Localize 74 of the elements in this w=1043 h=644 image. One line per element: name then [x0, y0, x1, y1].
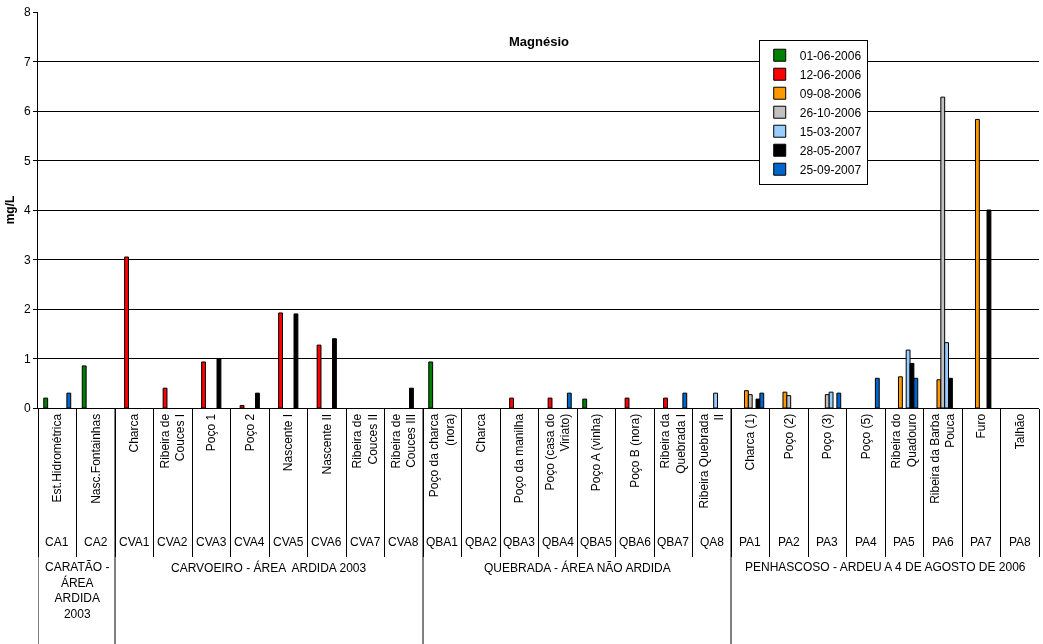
text: QBA6: [619, 535, 652, 549]
text: Magnésio: [509, 34, 570, 49]
x-tick-label: Ribeira de Couces III: [388, 413, 419, 469]
x-tick-label: Charca: [127, 413, 142, 453]
legend-label: 26-10-2006: [799, 105, 862, 120]
text: QBA3: [503, 535, 536, 549]
text: PA2: [778, 535, 801, 549]
x-tick-label: Poço 2: [242, 413, 257, 452]
x-tick-label: Ribeira da Quebrada I: [658, 413, 688, 474]
x-tick-label: Talhão: [1012, 413, 1027, 450]
text: QUEBRADA - ÁREA NÃO ARDIDA: [484, 560, 671, 575]
text: PA6: [932, 535, 955, 549]
y-tick-label: 7: [23, 54, 31, 69]
text: QBA7: [657, 535, 690, 549]
text: PENHASCOSO - ARDEU A 4 DE AGOSTO DE 2006: [745, 560, 1026, 574]
legend-label: 12-06-2006: [799, 67, 862, 82]
text: CA2: [84, 535, 108, 549]
x-tick-label: Poço da manilha: [512, 413, 527, 504]
y-tick-label: 4: [23, 203, 31, 218]
text: PA5: [893, 535, 916, 549]
text: PA4: [855, 535, 878, 549]
y-tick-label: 0: [23, 401, 31, 416]
text: QBA2: [465, 535, 498, 549]
x-tick-label: Ribeira de Couces I: [157, 413, 188, 469]
y-tick-label: 3: [23, 252, 31, 267]
x-tick-label: Poço (casa do Viriato): [542, 413, 573, 491]
x-tick-label: Poço (2): [781, 413, 796, 460]
text: CVA8: [388, 535, 419, 549]
text: CVA3: [196, 535, 227, 549]
y-tick-label: 2: [23, 302, 31, 317]
text: QBA4: [542, 535, 575, 549]
y-axis-title: mg/L: [3, 195, 18, 225]
x-tick-label: Poço A (vinha): [589, 413, 604, 492]
text: CVA4: [234, 535, 265, 549]
x-tick-label: Poço B (nora): [627, 413, 642, 488]
x-tick-label: Poço (5): [858, 413, 873, 460]
y-tick-label: 8: [23, 5, 31, 20]
y-tick-label: 1: [23, 351, 31, 366]
text: QBA1: [426, 535, 459, 549]
x-tick-label: Nasc.Fontainhas: [88, 413, 103, 504]
text: CARATÃO - ÁREA ARDIDA 2003: [45, 560, 110, 621]
x-tick-label: Furo: [974, 413, 989, 439]
legend-label: 09-08-2006: [799, 86, 862, 101]
legend-label: 01-06-2006: [799, 48, 862, 63]
y-tick-label: 6: [23, 104, 31, 119]
text: CVA7: [350, 535, 381, 549]
x-tick-label: Est.Hidrométrica: [50, 413, 65, 503]
text: CVA2: [157, 535, 188, 549]
text: CVA5: [273, 535, 304, 549]
text: PA7: [970, 535, 993, 549]
text: PA8: [1009, 535, 1032, 549]
x-tick-label: Nascente I: [281, 413, 296, 472]
y-tick-label: 5: [23, 153, 31, 168]
x-tick-label: Ribeira de Couces II: [350, 413, 380, 469]
text: CARVOEIRO - ÁREA ARDIDA 2003: [171, 560, 367, 575]
text: CVA1: [119, 535, 150, 549]
x-tick-label: Poço 1: [204, 413, 219, 452]
text: CA1: [45, 535, 69, 549]
legend-label: 28-05-2007: [799, 143, 862, 158]
x-tick-label: Ribeira Quebrada II: [696, 413, 727, 509]
x-tick-label: Poço da charca (nora): [427, 413, 457, 498]
text: PA1: [739, 535, 762, 549]
x-tick-label: Poço (3): [820, 413, 835, 460]
x-tick-label: Charca (1): [743, 413, 758, 471]
text: CVA6: [311, 535, 342, 549]
x-tick-label: Ribeira da Barba Pouca: [927, 413, 958, 504]
legend-label: 25-09-2007: [799, 162, 862, 177]
x-tick-label: Nascente II: [319, 413, 334, 475]
text: PA3: [816, 535, 839, 549]
x-tick-label: Ribeira do Quadouro: [889, 413, 919, 469]
text: QA8: [700, 535, 725, 549]
legend-label: 15-03-2007: [799, 124, 862, 139]
text: QBA5: [580, 535, 613, 549]
x-tick-label: Charca: [473, 413, 488, 453]
